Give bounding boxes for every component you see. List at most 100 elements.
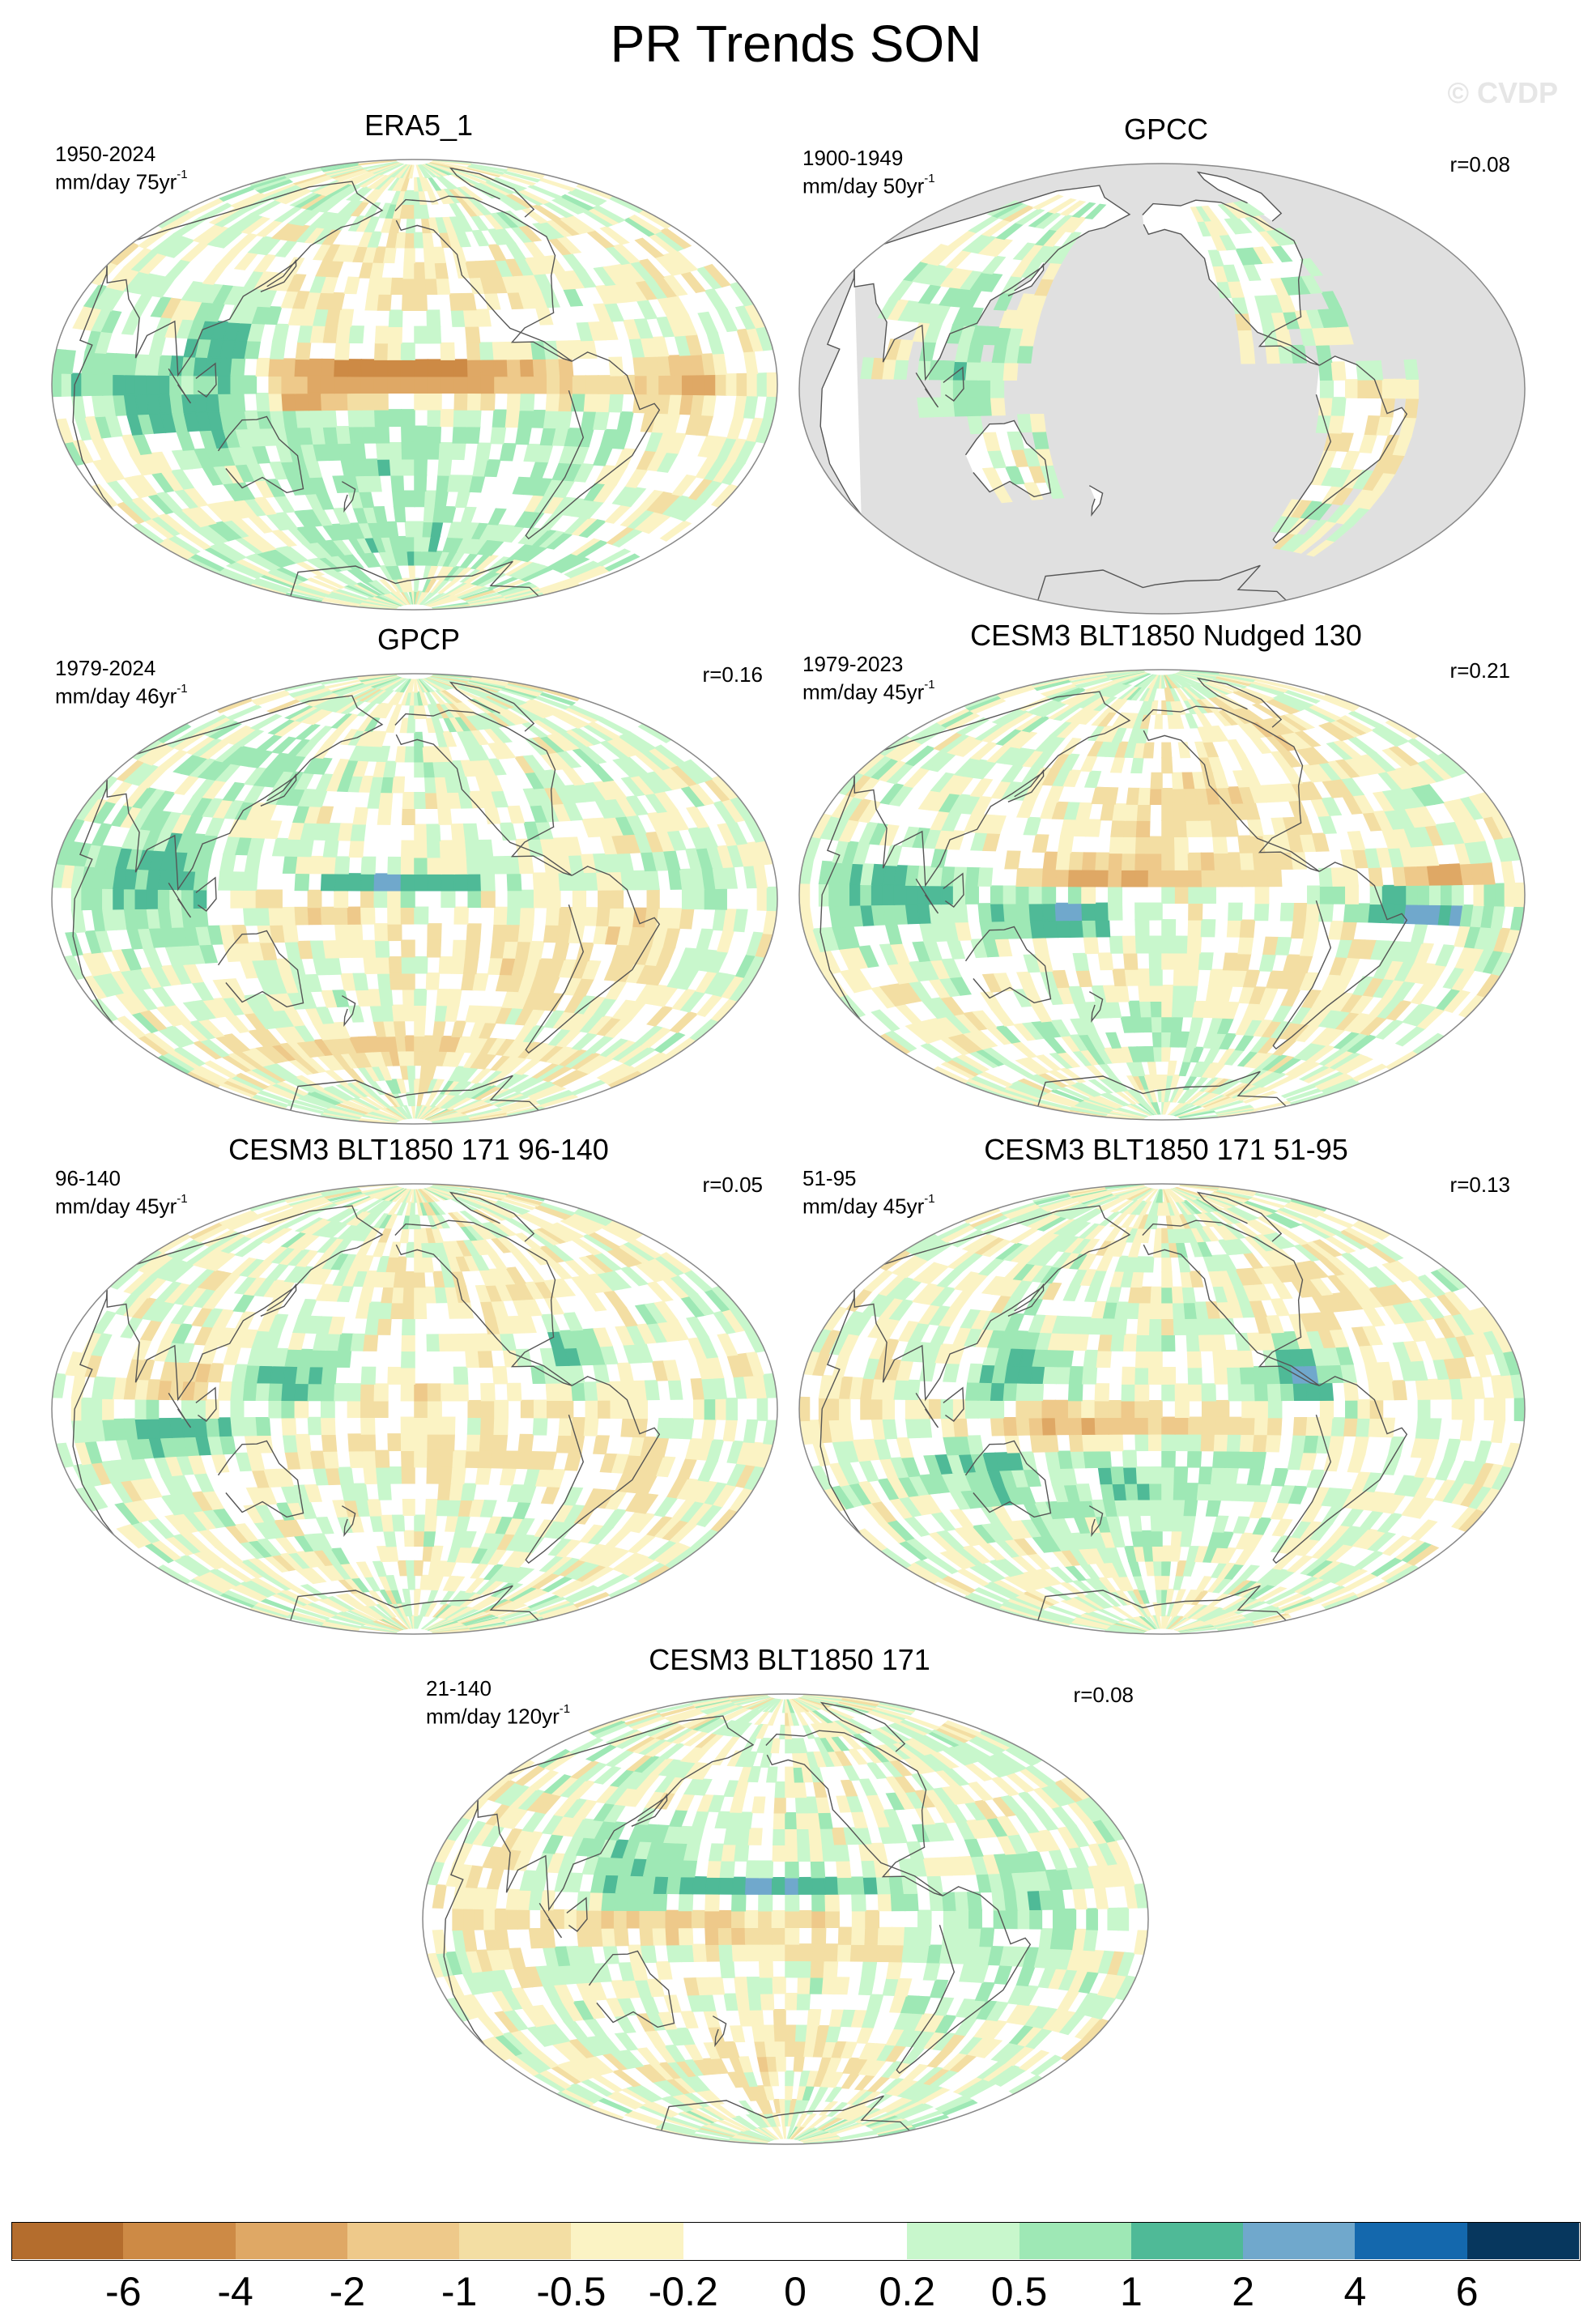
map-panel: CESM3 BLT1850 Nudged 130 1979-2023 mm/day … <box>798 619 1535 1138</box>
coastline <box>72 1289 115 1535</box>
coastline <box>943 366 964 402</box>
panel-units: mm/day 75yr-1 <box>55 166 188 194</box>
coastline <box>443 1799 486 2045</box>
coastline <box>853 691 1131 887</box>
coastline <box>1142 1219 1320 1386</box>
coastline <box>1037 1585 1287 1621</box>
coastline <box>819 775 862 1021</box>
coastline <box>449 1191 535 1242</box>
panel-title: CESM3 BLT1850 171 51-95 <box>984 1133 1348 1166</box>
coastline <box>1196 171 1283 222</box>
panel-title: ERA5_1 <box>364 109 474 142</box>
colorbar-swatch <box>1243 2222 1356 2259</box>
coastline <box>765 1730 943 1896</box>
panel-period: 1950-2024 <box>55 142 156 166</box>
colorbar-swatch <box>347 2222 460 2259</box>
panel-units-exponent: -1 <box>924 172 935 185</box>
coastline <box>896 1886 1032 2075</box>
panel-units-exponent: -1 <box>924 1192 935 1206</box>
coastline <box>1007 1283 1045 1317</box>
colorbar-swatch <box>459 2222 572 2259</box>
panel-units-text: mm/day 120yr <box>426 1704 560 1729</box>
colorbar-swatch <box>571 2222 684 2259</box>
coastline <box>1142 705 1320 872</box>
panel-units-exponent: -1 <box>177 168 188 181</box>
panel-units: mm/day 45yr-1 <box>802 676 935 704</box>
map-border <box>51 1183 778 1635</box>
coastline <box>1088 1505 1104 1538</box>
map-panel: CESM3 BLT1850 171 96-140 96-140 mm/day 45y… <box>50 1134 787 1652</box>
coastline <box>394 195 573 362</box>
coastline <box>819 269 862 515</box>
coastline <box>915 372 939 408</box>
panel-units-text: mm/day 75yr <box>55 169 177 194</box>
trend-field <box>423 1694 1148 2144</box>
coastline <box>853 185 1131 381</box>
panel-units: mm/day 120yr-1 <box>426 1700 570 1729</box>
colorbar-tick-label: -1 <box>441 2269 478 2314</box>
coastline <box>217 415 304 494</box>
coastline <box>290 1075 539 1111</box>
watermark: © CVDP <box>1447 76 1558 109</box>
trend-field <box>52 674 777 1124</box>
coastline <box>1196 1191 1283 1242</box>
coastline <box>1007 768 1045 802</box>
coastline <box>964 419 1052 498</box>
panel-units-exponent: -1 <box>559 1702 571 1716</box>
coastline <box>168 1393 192 1428</box>
panel-units-text: mm/day 45yr <box>802 679 925 704</box>
map-border <box>798 163 1526 615</box>
map-border <box>51 159 778 611</box>
coastline <box>106 695 384 892</box>
coastline <box>217 930 304 1008</box>
panel-units-text: mm/day 45yr <box>802 1194 925 1219</box>
panel-units-text: mm/day 45yr <box>55 1194 177 1219</box>
map-border <box>51 673 778 1125</box>
colorbar-tick-label: 2 <box>1232 2269 1255 2314</box>
coastline <box>712 2015 727 2048</box>
coastline <box>661 2095 910 2131</box>
coastline <box>588 1950 675 2028</box>
panel-units: mm/day 46yr-1 <box>55 680 188 709</box>
colorbar-labels: -6 -4 -2 -1 -0.5 -0.2 0 0.2 0.5 1 2 4 6 <box>0 2267 1592 2324</box>
panel-period: 96-140 <box>55 1166 121 1190</box>
panel-correlation: r=0.21 <box>1449 658 1510 683</box>
panel-units-exponent: -1 <box>177 682 188 696</box>
world-map <box>51 673 778 1125</box>
colorbar-tick-label: -0.5 <box>536 2269 607 2314</box>
coastline <box>819 1701 906 1752</box>
panel-period: 1979-2024 <box>55 656 156 680</box>
world-map <box>798 1183 1526 1635</box>
colorbar-swatch <box>683 2222 796 2259</box>
coastline <box>260 258 297 292</box>
coastline <box>525 351 661 540</box>
coastline <box>1272 355 1408 544</box>
panel-correlation: r=0.08 <box>1073 1683 1134 1707</box>
coastline <box>341 995 356 1028</box>
coastline <box>1088 991 1104 1024</box>
coastline <box>964 926 1052 1004</box>
map-panel: CESM3 BLT1850 171 51-95 51-95 mm/day 45yr-… <box>798 1134 1535 1652</box>
world-map <box>798 163 1526 615</box>
panel-title: CESM3 BLT1850 171 96-140 <box>228 1133 609 1166</box>
coastline <box>525 866 661 1054</box>
world-map <box>798 669 1526 1121</box>
coastline <box>106 1205 384 1402</box>
coastline <box>260 1283 297 1317</box>
coastline <box>168 883 192 918</box>
coastline <box>290 1585 539 1621</box>
map-border <box>798 1183 1526 1635</box>
coastline <box>217 1440 304 1518</box>
coastline <box>341 1505 356 1538</box>
colorbar-tick-label: -6 <box>105 2269 142 2314</box>
colorbar-tick-label: 0 <box>784 2269 807 2314</box>
panel-units: mm/day 45yr-1 <box>55 1190 188 1219</box>
panel-correlation: r=0.08 <box>1449 152 1510 177</box>
map-panel: GPCP 1979-2024 mm/day 46yr-1 r=0.16 <box>50 624 787 1142</box>
map-border <box>422 1693 1149 2145</box>
panel-period: 51-95 <box>802 1166 857 1190</box>
coastline <box>260 773 297 807</box>
panel-units-exponent: -1 <box>177 1192 188 1206</box>
panel-period: 21-140 <box>426 1676 492 1700</box>
colorbar-swatch <box>1130 2222 1244 2259</box>
